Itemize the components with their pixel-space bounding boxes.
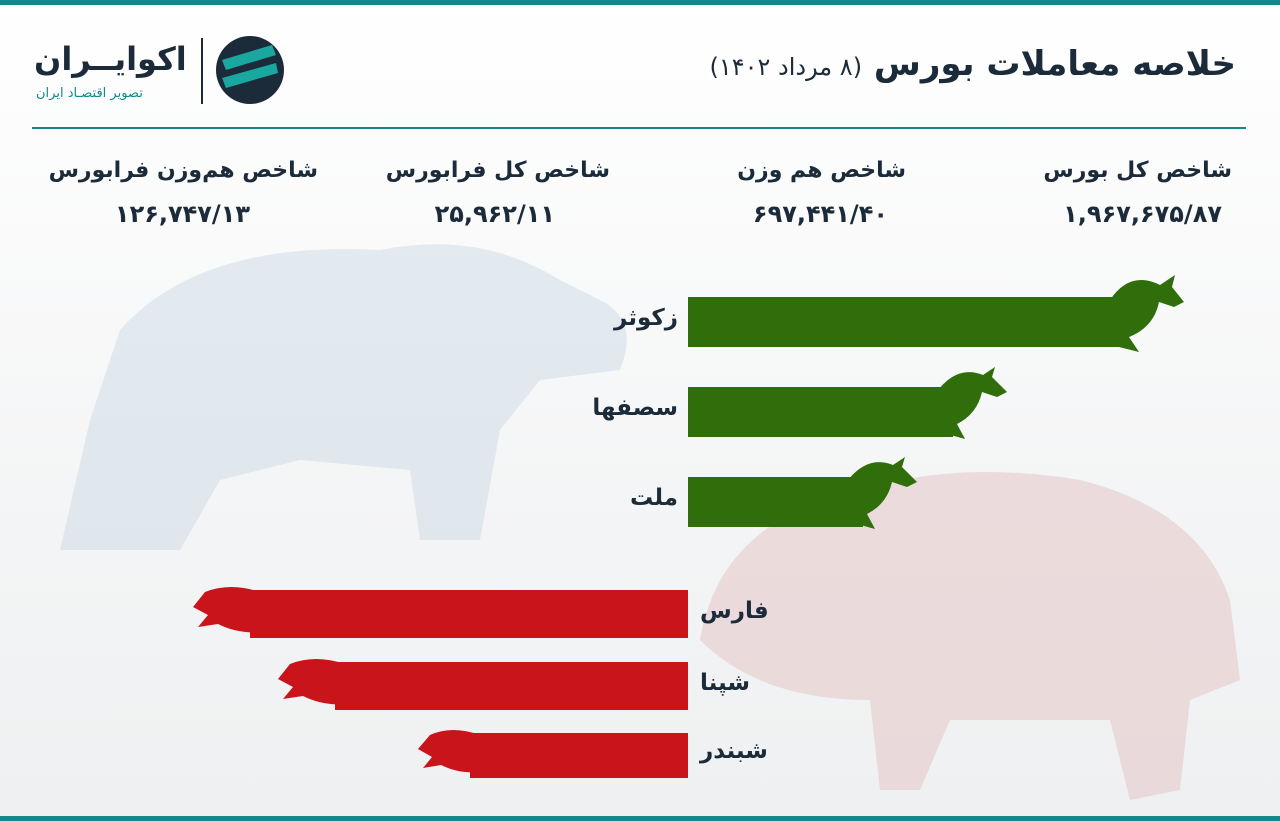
index-label: شاخص هم‌وزن فرابورس xyxy=(48,158,318,183)
logo-tagline: تصویر اقتصـاد ایران xyxy=(36,86,143,101)
gainer-bars xyxy=(688,275,1184,529)
index-value: ۱,۹۶۷,۶۷۵/۸۷ xyxy=(1063,200,1222,228)
divider xyxy=(32,127,1246,129)
title-row: خلاصه معاملات بورس (۸ مرداد ۱۴۰۲) xyxy=(709,44,1236,84)
gainer-name: ملت xyxy=(630,485,678,511)
loser-name: شپنا xyxy=(700,670,751,696)
bottom-border xyxy=(0,816,1280,821)
gainer-name: سصفها xyxy=(592,395,678,421)
gainer-name: زکوثر xyxy=(614,305,678,331)
logo-mark xyxy=(201,36,284,104)
index-label: شاخص کل فرابورس xyxy=(385,158,610,183)
top-border xyxy=(0,0,1280,5)
index-value: ۱۲۶,۷۴۷/۱۳ xyxy=(114,200,250,228)
loser-name: فارس xyxy=(700,598,769,624)
logo-name: اکوایــران xyxy=(34,40,187,78)
index-label: شاخص کل بورس xyxy=(1043,158,1232,183)
loser-bars xyxy=(193,587,688,778)
date: (۸ مرداد ۱۴۰۲) xyxy=(709,53,863,81)
title: خلاصه معاملات بورس xyxy=(873,44,1236,84)
index-label: شاخص هم وزن xyxy=(737,158,906,183)
loser-name: شبندر xyxy=(700,738,768,764)
bear-silhouette xyxy=(700,472,1240,800)
index-value: ۶۹۷,۴۴۱/۴۰ xyxy=(752,200,888,228)
bull-silhouette xyxy=(60,244,627,551)
index-value: ۲۵,۹۶۲/۱۱ xyxy=(434,200,555,228)
